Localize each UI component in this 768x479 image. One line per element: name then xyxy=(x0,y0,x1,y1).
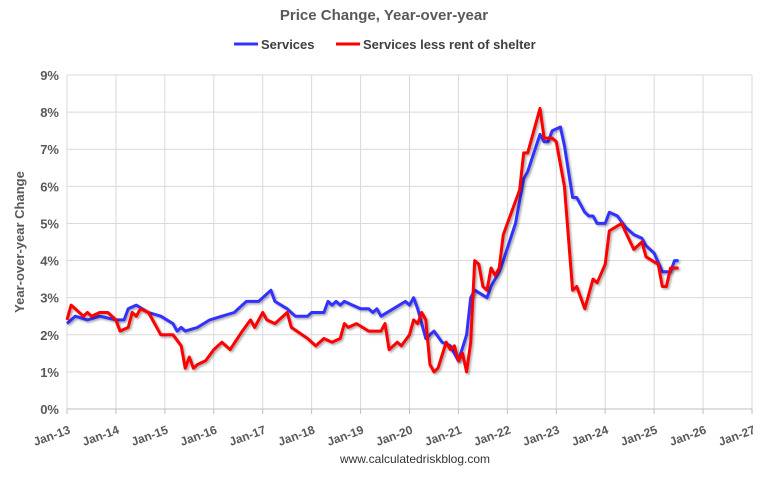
y-tick-label: 7% xyxy=(40,142,59,157)
y-tick-label: 8% xyxy=(40,105,59,120)
x-tick-label: Jan-15 xyxy=(129,423,170,449)
series-lines xyxy=(65,106,679,374)
series-line-services xyxy=(65,125,679,363)
x-tick-label: Jan-24 xyxy=(570,423,611,449)
x-tick-label: Jan-14 xyxy=(80,423,121,449)
y-tick-label: 0% xyxy=(40,402,59,417)
x-tick-label: Jan-23 xyxy=(521,423,562,449)
y-tick-label: 2% xyxy=(40,328,59,343)
y-tick-label: 1% xyxy=(40,365,59,380)
legend-label-services: Services xyxy=(261,37,315,52)
x-tick-label: Jan-13 xyxy=(32,423,73,449)
x-tick-label: Jan-20 xyxy=(374,423,415,449)
x-tick-label: Jan-25 xyxy=(619,423,660,449)
chart-title: Price Change, Year-over-year xyxy=(280,7,488,24)
x-axis: Jan-13 Jan-14 Jan-15 Jan-16 Jan-17 Jan-18 Jan-… xyxy=(32,408,758,449)
legend: Services Services less rent of shelter xyxy=(234,37,536,52)
x-tick-label: Jan-26 xyxy=(668,423,709,449)
x-tick-label: Jan-21 xyxy=(423,423,464,449)
x-tick-label: Jan-22 xyxy=(472,423,513,449)
watermark: www.calculatedriskblog.com xyxy=(339,452,490,466)
y-tick-label: 3% xyxy=(40,291,59,306)
grid xyxy=(66,74,753,410)
y-tick-label: 9% xyxy=(40,68,59,83)
legend-label-services-less-rent: Services less rent of shelter xyxy=(363,37,536,52)
x-tick-label: Jan-16 xyxy=(178,423,219,449)
y-axis-label: Year-over-year Change xyxy=(12,171,27,313)
x-tick-label: Jan-27 xyxy=(717,423,758,449)
x-tick-label: Jan-18 xyxy=(276,423,317,449)
y-tick-label: 4% xyxy=(40,254,59,269)
y-tick-label: 5% xyxy=(40,216,59,231)
x-tick-label: Jan-19 xyxy=(325,423,366,449)
x-tick-label: Jan-17 xyxy=(227,423,268,449)
y-axis: 0% 1% 2% 3% 4% 5% 6% 7% 8% 9% xyxy=(40,68,59,417)
series-line-services-less-rent-of-shelter xyxy=(65,106,679,374)
y-tick-label: 6% xyxy=(40,179,59,194)
